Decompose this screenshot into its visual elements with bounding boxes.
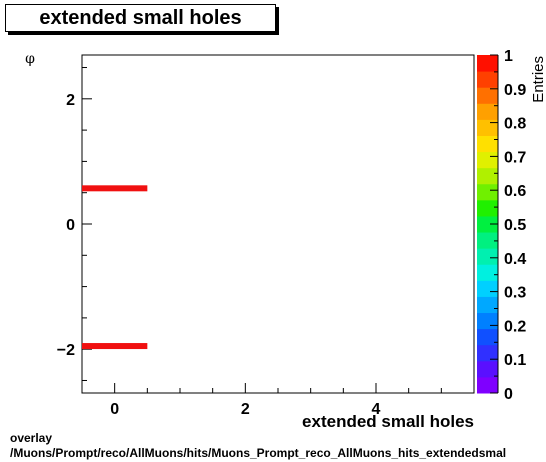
x-tick-label: 0 — [110, 401, 119, 418]
colorbar-tick-label: 0.5 — [504, 217, 526, 234]
colorbar-segment — [477, 199, 498, 217]
colorbar-segment — [477, 215, 498, 233]
colorbar-segment — [477, 55, 498, 72]
colorbar-tick-label: 0.4 — [504, 251, 526, 268]
x-tick-label: 4 — [372, 401, 381, 418]
footer-overlay-label: overlay — [10, 431, 53, 445]
plot-frame — [81, 54, 475, 394]
colorbar-segment — [477, 71, 498, 88]
colorbar-segment — [477, 103, 498, 120]
colorbar-tick-label: 0.2 — [504, 318, 526, 335]
colorbar-segment — [477, 360, 498, 378]
x-tick-label: 2 — [241, 401, 250, 418]
y-tick-label: 2 — [66, 92, 75, 109]
x-axis-label: extended small holes — [302, 412, 474, 431]
colorbar-tick-label: 0.1 — [504, 352, 526, 369]
colorbar-segment — [477, 135, 498, 153]
y-tick-label: −2 — [57, 342, 75, 359]
colorbar-tick-label: 0.3 — [504, 285, 526, 302]
colorbar-segment — [477, 167, 498, 185]
colorbar-tick-label: 0.8 — [504, 116, 526, 133]
colorbar-tick-label: 1 — [504, 48, 513, 65]
colorbar-tick-label: 0.9 — [504, 82, 526, 99]
chart-title: extended small holes — [5, 4, 276, 32]
colorbar-segment — [477, 248, 498, 265]
heatmap-bin — [82, 185, 148, 192]
colorbar-segment — [477, 264, 498, 281]
colorbar-segment — [477, 183, 498, 201]
heatmap-bin — [82, 343, 148, 350]
colorbar-segment — [477, 296, 498, 314]
colorbar-segment — [477, 376, 498, 394]
colorbar-tick-label: 0.7 — [504, 149, 526, 166]
colorbar-segment — [477, 151, 498, 169]
footer-path-label: /Muons/Prompt/reco/AllMuons/hits/Muons_P… — [10, 446, 507, 460]
colorbar-segment — [477, 312, 498, 330]
colorbar-tick-label: 0 — [504, 386, 513, 403]
colorbar-segment — [477, 328, 498, 346]
colorbar-segment — [477, 344, 498, 362]
y-tick-label: 0 — [66, 217, 75, 234]
colorbar-segment — [477, 119, 498, 136]
colorbar-segment — [477, 280, 498, 297]
colorbar-segment — [477, 87, 498, 104]
colorbar-segment — [477, 232, 498, 249]
colorbar-tick-label: 0.6 — [504, 183, 526, 200]
y-axis-label: φ — [25, 51, 35, 67]
colorbar-label: Entries — [530, 56, 546, 103]
